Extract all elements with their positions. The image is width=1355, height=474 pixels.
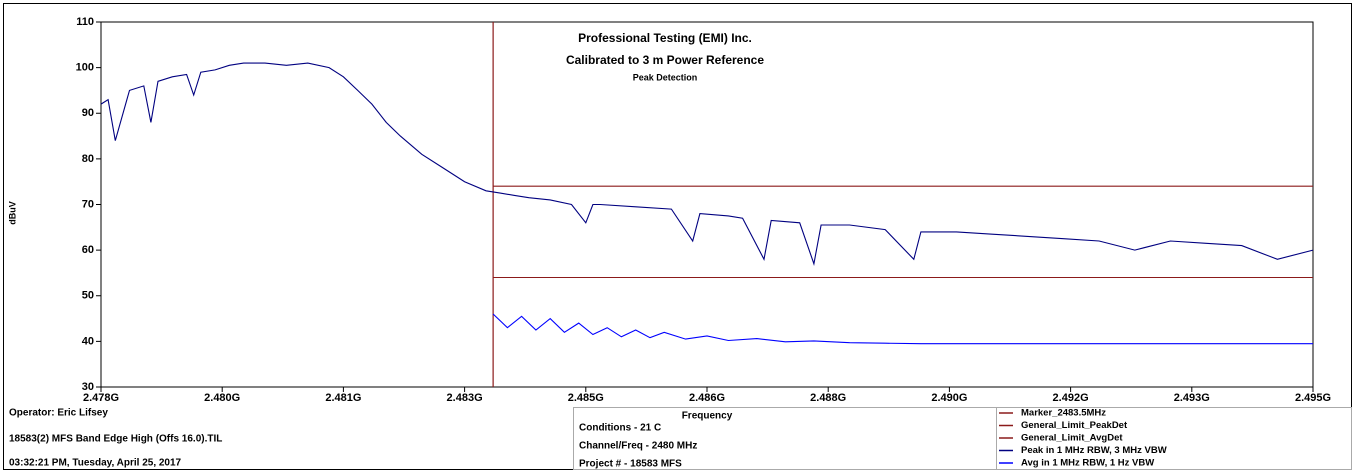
x-tick-label: 2.478G bbox=[83, 392, 119, 404]
y-tick-label: 100 bbox=[76, 62, 94, 74]
chart-title: Professional Testing (EMI) Inc. bbox=[578, 31, 752, 45]
x-axis-label: Frequency bbox=[682, 411, 733, 422]
x-tick-label: 2.481G bbox=[325, 392, 361, 404]
conditions: Conditions - 21 C bbox=[579, 423, 661, 434]
legend-label: Marker_2483.5MHz bbox=[1021, 408, 1106, 419]
project: Project # - 18583 MFS bbox=[579, 459, 682, 470]
y-tick-label: 50 bbox=[82, 290, 94, 302]
chart-subtitle: Calibrated to 3 m Power Reference bbox=[566, 53, 764, 67]
x-tick-label: 2.486G bbox=[689, 392, 725, 404]
y-tick-label: 60 bbox=[82, 244, 94, 256]
y-tick-label: 90 bbox=[82, 107, 94, 119]
detector-label: Peak Detection bbox=[633, 72, 698, 82]
channel: Channel/Freq - 2480 MHz bbox=[579, 441, 697, 452]
legend-label: General_Limit_PeakDet bbox=[1021, 420, 1128, 431]
y-tick-label: 80 bbox=[82, 153, 94, 165]
y-tick-label: 40 bbox=[82, 335, 94, 347]
series-line bbox=[100, 62, 1314, 266]
y-tick-label: 110 bbox=[76, 16, 94, 28]
legend-label: Peak in 1 MHz RBW, 3 MHz VBW bbox=[1021, 445, 1167, 456]
x-tick-label: 2.483G bbox=[447, 392, 483, 404]
y-tick-label: 30 bbox=[82, 381, 94, 393]
frame bbox=[3, 3, 1352, 470]
x-tick-label: 2.493G bbox=[1174, 392, 1210, 404]
legend-label: General_Limit_AvgDet bbox=[1021, 433, 1123, 444]
series-line bbox=[492, 313, 1313, 345]
y-tick-label: 70 bbox=[82, 198, 94, 210]
x-tick-label: 2.488G bbox=[810, 392, 846, 404]
y-axis-label: dBuV bbox=[7, 201, 17, 225]
x-tick-label: 2.485G bbox=[568, 392, 604, 404]
operator: Operator: Eric Lifsey bbox=[9, 408, 108, 419]
file-name: 18583(2) MFS Band Edge High (Offs 16.0).… bbox=[9, 434, 222, 445]
legend-label: Avg in 1 MHz RBW, 1 Hz VBW bbox=[1021, 458, 1154, 469]
x-tick-label: 2.480G bbox=[204, 392, 240, 404]
legend-box bbox=[996, 407, 1352, 470]
x-tick-label: 2.490G bbox=[931, 392, 967, 404]
x-tick-label: 2.495G bbox=[1295, 392, 1331, 404]
timestamp: 03:32:21 PM, Tuesday, April 25, 2017 bbox=[9, 458, 182, 469]
x-tick-label: 2.492G bbox=[1053, 392, 1089, 404]
